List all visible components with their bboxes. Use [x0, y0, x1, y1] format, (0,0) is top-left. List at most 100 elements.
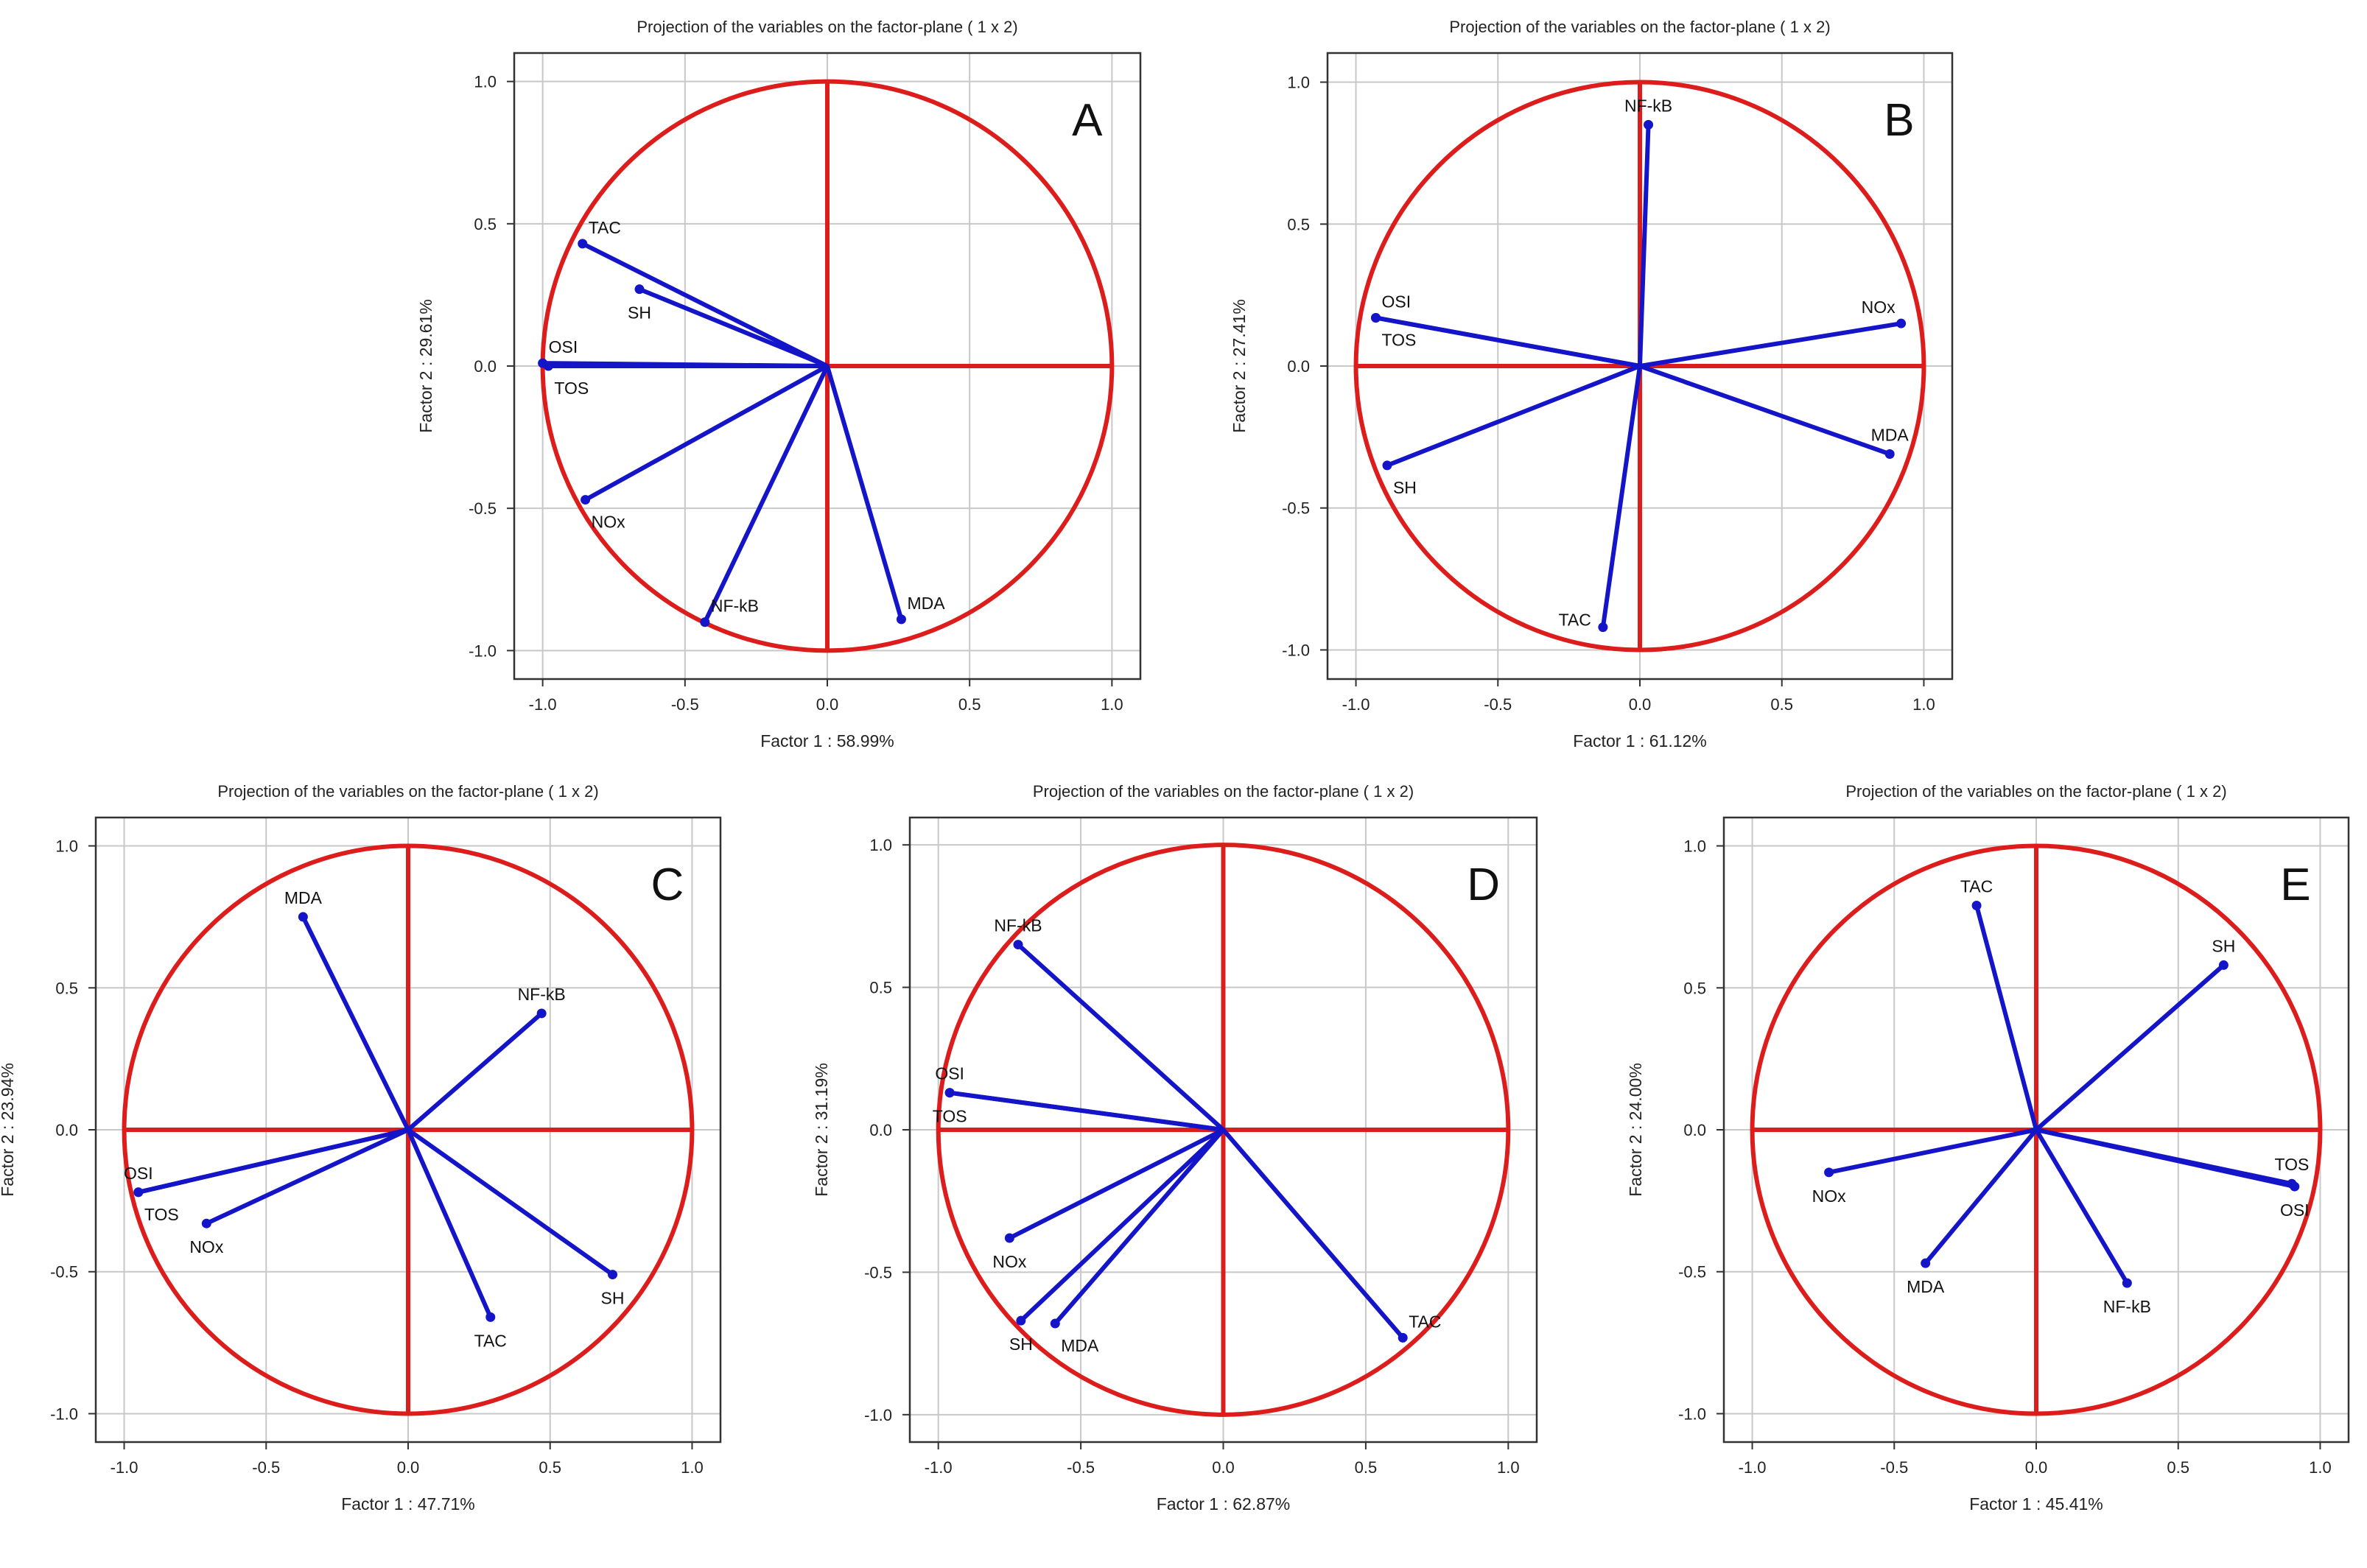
panel-b-vector-sh — [1384, 364, 1642, 468]
panel-d-vector-tos — [947, 1090, 1226, 1132]
panel-a-point-tac — [578, 239, 588, 249]
panel-c-vector-sh — [406, 1128, 615, 1277]
panel-e-label-mda: MDA — [1907, 1277, 1945, 1296]
panel-a-vector-sh — [637, 286, 830, 368]
panel-a-ytick-label-0: -1.0 — [469, 641, 497, 660]
panel-b-vector-mda — [1638, 364, 1893, 457]
panel-b-point-nfkb — [1644, 119, 1654, 130]
panel-b-xtick-label-1: -0.5 — [1484, 695, 1512, 714]
panel-e-ytick-label-3: 0.5 — [1683, 979, 1706, 997]
panel-d-ytick-label-1: -0.5 — [864, 1263, 892, 1282]
panel-d-label-osi: OSI — [935, 1064, 964, 1083]
panel-d-vector-nox — [1007, 1128, 1226, 1240]
panel-b-point-tos — [1371, 312, 1381, 323]
panel-d-ytick-label-0: -1.0 — [864, 1406, 892, 1424]
panel-a-xtick-label-2: 0.0 — [816, 695, 839, 714]
panel-e-point-tac — [1971, 900, 1982, 910]
panel-d-xtick-label-0: -1.0 — [925, 1458, 953, 1477]
panel-e-xtick-label-4: 1.0 — [2309, 1458, 2332, 1477]
panel-d-label-nfkb: NF-kB — [994, 916, 1042, 935]
panel-a-title: Projection of the variables on the facto… — [637, 18, 1017, 36]
panel-d-point-nfkb — [1013, 940, 1023, 950]
panel-a-xtick-label-4: 1.0 — [1101, 695, 1123, 714]
panel-b-label-tac: TAC — [1559, 611, 1591, 630]
panel-a-point-sh — [634, 284, 645, 295]
panel-b-label-nox: NOx — [1862, 298, 1896, 317]
panel-e-ytick-label-2: 0.0 — [1683, 1121, 1706, 1139]
panel-e-label-osi: OSI — [2280, 1200, 2310, 1220]
panel-c-point-sh — [608, 1270, 618, 1280]
panel-d-vector-tac — [1221, 1128, 1406, 1340]
panel-c-label-osi: OSI — [124, 1164, 153, 1183]
panel-e-ytick-label-1: -0.5 — [1678, 1263, 1706, 1282]
panel-c-ytick-label-4: 1.0 — [55, 837, 78, 856]
panel-d-ytick-label-3: 0.5 — [869, 979, 892, 997]
panel-e-vector-nox — [1826, 1128, 2038, 1175]
panel-c-vector-tac — [406, 1128, 493, 1320]
panel-e-xtick-label-0: -1.0 — [1739, 1458, 1767, 1477]
panel-b-label-sh: SH — [1393, 478, 1417, 497]
panel-b-ytick-label-1: -0.5 — [1282, 499, 1310, 518]
panel-c-vector-nox — [204, 1128, 410, 1226]
panel-b-xlabel: Factor 1 : 61.12% — [1573, 731, 1707, 750]
panel-d-ytick-label-4: 1.0 — [869, 836, 892, 854]
panel-d-vector-mda — [1053, 1128, 1226, 1326]
panel-e-xtick-label-2: 0.0 — [2025, 1458, 2048, 1477]
panel-a-xtick-label-3: 0.5 — [958, 695, 981, 714]
panel-b-point-nox — [1896, 318, 1907, 328]
panel-c-point-mda — [298, 912, 308, 922]
panel-a-vector-nox — [583, 364, 830, 502]
panel-b-ylabel: Factor 2 : 27.41% — [1230, 299, 1249, 433]
panel-a-letter: A — [1072, 95, 1103, 146]
panel-d-label-mda: MDA — [1061, 1336, 1099, 1355]
panel-c-ytick-label-3: 0.5 — [55, 979, 78, 997]
panel-c-vector-tos — [136, 1128, 410, 1195]
panel-e-vector-nfkb — [2034, 1128, 2130, 1286]
panel-e-xtick-label-3: 0.5 — [2167, 1458, 2189, 1477]
panel-e-label-nox: NOx — [1812, 1186, 1847, 1206]
panel-b-label-mda: MDA — [1871, 425, 1910, 444]
panels-group: Projection of the variables on the facto… — [0, 18, 2350, 1513]
panel-a-label-nox: NOx — [592, 513, 626, 532]
panel-e-xtick-label-1: -0.5 — [1880, 1458, 1908, 1477]
panel-e-vector-tac — [1974, 903, 2038, 1132]
panel-c-label-nfkb: NF-kB — [518, 985, 566, 1004]
panel-b-xtick-label-3: 0.5 — [1770, 695, 1793, 714]
panel-b-letter: B — [1884, 95, 1914, 146]
panel-e-point-mda — [1921, 1258, 1931, 1268]
panel-c-ytick-label-0: -1.0 — [50, 1404, 78, 1423]
panel-a-label-tac: TAC — [589, 218, 621, 237]
panel-c-title: Projection of the variables on the facto… — [217, 782, 598, 801]
panel-e-letter: E — [2280, 859, 2310, 910]
panel-d-vector-sh — [1018, 1128, 1226, 1323]
panel-c-point-nfkb — [536, 1008, 547, 1019]
panel-d-xtick-label-1: -0.5 — [1067, 1458, 1095, 1477]
panel-c-label-tac: TAC — [474, 1331, 507, 1350]
panel-e-ylabel: Factor 2 : 24.00% — [1626, 1063, 1645, 1197]
panel-b: Projection of the variables on the facto… — [1230, 18, 1954, 750]
panel-d-label-tos: TOS — [933, 1107, 967, 1126]
panel-c-xtick-label-0: -1.0 — [111, 1458, 138, 1477]
panel-d-ylabel: Factor 2 : 31.19% — [812, 1063, 831, 1197]
panel-e-vector-sh — [2034, 963, 2226, 1132]
panel-e-vector-osi — [2034, 1128, 2297, 1189]
panel-d-xlabel: Factor 1 : 62.87% — [1157, 1494, 1291, 1513]
panel-d-point-nox — [1004, 1233, 1014, 1243]
panel-c-vector-mda — [301, 914, 410, 1132]
panel-a-xlabel: Factor 1 : 58.99% — [760, 731, 894, 750]
panel-b-vector-nox — [1638, 321, 1904, 368]
panel-a-label-osi: OSI — [549, 337, 578, 356]
panel-b-label-osi: OSI — [1382, 292, 1412, 311]
panel-e-point-nox — [1824, 1167, 1834, 1178]
panel-c-label-mda: MDA — [284, 888, 323, 907]
panel-a-ytick-label-2: 0.0 — [474, 357, 497, 376]
panel-e-xlabel: Factor 1 : 45.41% — [1969, 1494, 2103, 1513]
panel-e-label-sh: SH — [2212, 936, 2235, 955]
panel-c: Projection of the variables on the facto… — [0, 782, 722, 1513]
panel-b-vector-tac — [1600, 364, 1642, 630]
panel-d-label-sh: SH — [1009, 1335, 1033, 1354]
panel-e-title: Projection of the variables on the facto… — [1845, 782, 2226, 801]
panel-b-point-tac — [1598, 622, 1608, 633]
panel-d-label-nox: NOx — [992, 1252, 1027, 1271]
